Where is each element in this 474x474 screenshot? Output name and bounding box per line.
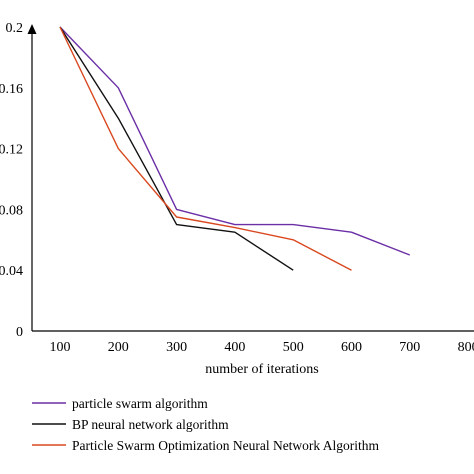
y-tick-label: 0.04 (0, 264, 23, 279)
legend-label: particle swarm algorithm (72, 396, 208, 411)
y-tick-label: 0.16 (0, 82, 23, 97)
x-tick-label: 700 (399, 340, 420, 355)
series-lines (59, 26, 411, 271)
y-tick-labels: 0 0.04 0.08 0.12 0.16 0.2 (0, 21, 23, 340)
y-tick-label: 0 (16, 325, 23, 340)
y-axis-arrow-icon (27, 24, 37, 34)
legend: particle swarm algorithm BP neural networ… (32, 396, 380, 453)
series-line-2 (59, 26, 294, 271)
axes (27, 24, 474, 332)
x-tick-label: 800 (458, 340, 474, 355)
x-tick-label: 600 (341, 340, 362, 355)
y-tick-label: 0.2 (6, 21, 24, 36)
series-line-1 (59, 26, 411, 256)
x-axis-title: number of iterations (205, 362, 319, 377)
series-line-3 (59, 26, 352, 271)
x-tick-labels: 100 200 300 400 500 600 700 800 (50, 340, 474, 355)
x-tick-label: 300 (166, 340, 187, 355)
x-tick-label: 100 (50, 340, 71, 355)
y-tick-label: 0.08 (0, 203, 23, 218)
y-tick-label: 0.12 (0, 143, 23, 158)
x-tick-label: 400 (224, 340, 245, 355)
legend-label: Particle Swarm Optimization Neural Netwo… (72, 438, 380, 453)
x-tick-label: 200 (108, 340, 129, 355)
legend-label: BP neural network algorithm (72, 417, 229, 432)
x-tick-label: 500 (283, 340, 304, 355)
